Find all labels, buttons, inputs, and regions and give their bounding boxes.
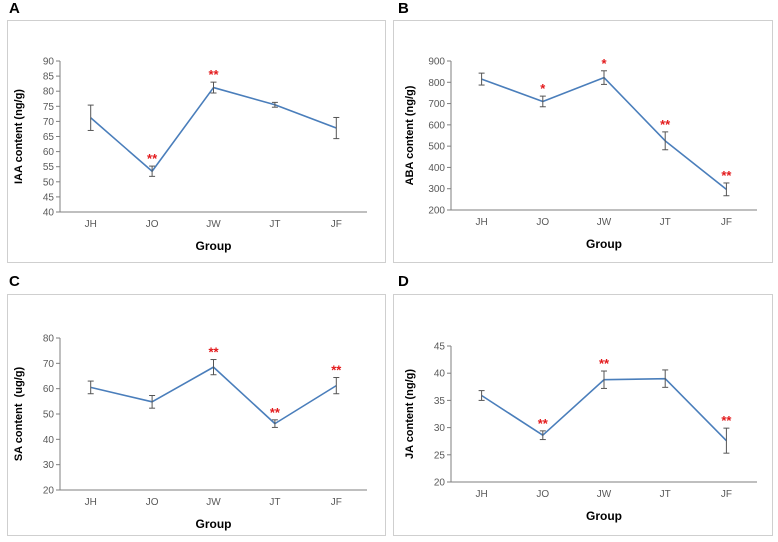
y-tick-label: 80 <box>43 87 55 98</box>
x-axis-title: Group <box>586 509 622 523</box>
significance-marker: ** <box>270 405 281 420</box>
x-tick-label: JT <box>269 219 280 230</box>
y-tick-label: 30 <box>434 423 446 434</box>
x-axis-title: Group <box>196 239 232 253</box>
x-tick-label: JW <box>206 497 221 508</box>
x-tick-label: JF <box>331 497 342 508</box>
y-tick-label: 50 <box>43 410 55 421</box>
significance-marker: ** <box>660 117 671 132</box>
x-tick-label: JO <box>536 217 549 228</box>
y-tick-label: 75 <box>43 102 55 113</box>
y-tick-label: 400 <box>428 163 445 174</box>
y-tick-label: 40 <box>43 208 55 219</box>
y-tick-label: 35 <box>434 396 446 407</box>
y-tick-label: 800 <box>428 78 445 89</box>
x-tick-label: JH <box>475 489 487 500</box>
significance-marker: ** <box>599 356 610 371</box>
y-tick-label: 90 <box>43 57 55 68</box>
y-tick-label: 50 <box>43 177 55 188</box>
significance-marker: ** <box>331 363 342 378</box>
x-axis-title: Group <box>586 237 622 251</box>
y-tick-label: 55 <box>43 162 55 173</box>
y-tick-label: 300 <box>428 184 445 195</box>
x-tick-label: JO <box>536 489 549 500</box>
y-tick-label: 40 <box>434 369 446 380</box>
x-tick-label: JT <box>660 217 671 228</box>
x-tick-label: JF <box>721 489 732 500</box>
y-tick-label: 500 <box>428 142 445 153</box>
y-axis-title: JA content (ng/g) <box>404 369 416 459</box>
panel-frame-c <box>7 294 386 536</box>
y-tick-label: 20 <box>434 478 446 489</box>
panel-letter-d: D <box>398 273 409 290</box>
y-tick-label: 45 <box>434 342 446 353</box>
x-axis-title: Group <box>196 517 232 531</box>
significance-marker: ** <box>721 413 732 428</box>
significance-marker: ** <box>538 416 549 431</box>
significance-marker: * <box>540 81 546 96</box>
x-tick-label: JH <box>85 219 97 230</box>
x-tick-label: JH <box>475 217 487 228</box>
y-tick-label: 25 <box>434 450 446 461</box>
y-tick-label: 900 <box>428 57 445 68</box>
y-tick-label: 70 <box>43 359 55 370</box>
y-tick-label: 45 <box>43 192 55 203</box>
panel-frame-d <box>393 294 773 536</box>
x-tick-label: JF <box>721 217 732 228</box>
y-tick-label: 30 <box>43 460 55 471</box>
y-axis-title: SA content (ug/g) <box>13 367 25 462</box>
significance-marker: ** <box>147 151 158 166</box>
panel-letter-c: C <box>9 273 20 290</box>
x-tick-label: JT <box>269 497 280 508</box>
y-axis-title: ABA content (ng/g) <box>404 85 416 185</box>
x-tick-label: JH <box>85 497 97 508</box>
y-tick-label: 700 <box>428 99 445 110</box>
significance-marker: * <box>601 56 607 71</box>
x-tick-label: JW <box>597 489 612 500</box>
y-tick-label: 70 <box>43 117 55 128</box>
y-tick-label: 40 <box>43 435 55 446</box>
x-tick-label: JW <box>597 217 612 228</box>
y-tick-label: 65 <box>43 132 55 143</box>
panel-letter-a: A <box>9 0 20 17</box>
x-tick-label: JO <box>146 219 159 230</box>
panel-frame-a <box>7 20 386 263</box>
x-tick-label: JT <box>660 489 671 500</box>
y-tick-label: 20 <box>43 486 55 497</box>
y-tick-label: 60 <box>43 147 55 158</box>
significance-marker: ** <box>208 345 219 360</box>
y-tick-label: 80 <box>43 334 55 345</box>
x-tick-label: JW <box>206 219 221 230</box>
y-tick-label: 200 <box>428 206 445 217</box>
y-tick-label: 60 <box>43 384 55 395</box>
x-tick-label: JO <box>146 497 159 508</box>
y-tick-label: 85 <box>43 72 55 83</box>
significance-marker: ** <box>208 67 219 82</box>
panel-frame-b <box>393 20 773 263</box>
panel-letter-b: B <box>398 0 409 17</box>
x-tick-label: JF <box>331 219 342 230</box>
y-tick-label: 600 <box>428 120 445 131</box>
y-axis-title: IAA content (ng/g) <box>13 89 25 184</box>
significance-marker: ** <box>721 168 732 183</box>
